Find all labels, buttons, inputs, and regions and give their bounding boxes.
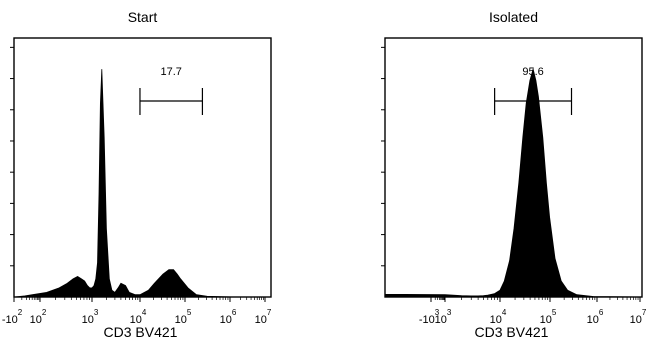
chart-title: Start: [128, 9, 158, 25]
x-tick-label: -102: [2, 308, 23, 326]
x-axis-label: CD3 BV421: [104, 324, 178, 340]
x-tick-label: 107: [255, 308, 272, 326]
x-axis-label: CD3 BV421: [475, 324, 549, 340]
plot-frame: [14, 38, 271, 297]
x-tick-label: 102: [30, 308, 47, 326]
x-tick-label: 103: [82, 308, 99, 326]
x-tick-label: 106: [587, 308, 604, 326]
gate-percentage-label: 17.7: [160, 66, 181, 78]
gate-percentage-label: 95.6: [522, 66, 543, 78]
x-tick-label: 107: [630, 308, 647, 326]
histogram-series: [14, 69, 271, 297]
histogram-series: [385, 69, 642, 297]
chart-title: Isolated: [489, 9, 538, 25]
x-tick-label: 106: [220, 308, 237, 326]
